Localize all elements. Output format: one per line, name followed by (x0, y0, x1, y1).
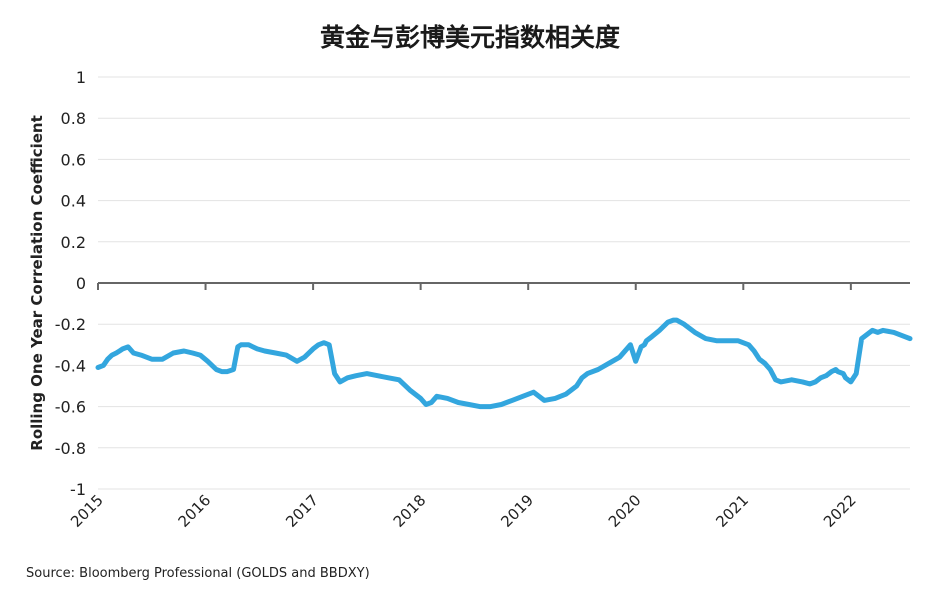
y-tick-label: 0.2 (61, 233, 86, 252)
y-tick-label: -0.4 (55, 356, 86, 375)
series-line (95, 317, 913, 410)
y-tick-label: 0.8 (61, 109, 86, 128)
y-tick-label: 0.4 (61, 192, 86, 211)
y-tick-label: -1 (70, 480, 86, 499)
y-tick-label: -0.8 (55, 439, 86, 458)
x-tick-label: 2020 (605, 491, 645, 531)
y-axis-label: Rolling One Year Correlation Coefficient (28, 115, 46, 450)
y-tick-label: -0.2 (55, 315, 86, 334)
y-tick-label: 0 (76, 274, 86, 293)
x-tick-label: 2021 (712, 491, 752, 531)
y-tick-labels: 1 0.8 0.6 0.4 0.2 0 -0.2 -0.4 -0.6 -0.8 -1 (55, 68, 86, 499)
x-tick-marks (97, 283, 852, 290)
x-tick-label: 2017 (282, 491, 322, 531)
y-tick-label: 1 (76, 68, 86, 87)
x-tick-label: 2016 (175, 491, 215, 531)
chart-title: 黄金与彭博美元指数相关度 (319, 23, 620, 52)
x-tick-label: 2022 (820, 491, 860, 531)
x-tick-label: 2019 (497, 491, 537, 531)
x-tick-labels: 2015 2016 2017 2018 2019 2020 2021 2022 (67, 491, 860, 531)
source-note: Source: Bloomberg Professional (GOLDS an… (26, 566, 370, 581)
grid-lines (98, 76, 910, 490)
x-tick-label: 2018 (390, 491, 430, 531)
y-tick-label: -0.6 (55, 398, 86, 417)
y-tick-label: 0.6 (61, 150, 86, 169)
